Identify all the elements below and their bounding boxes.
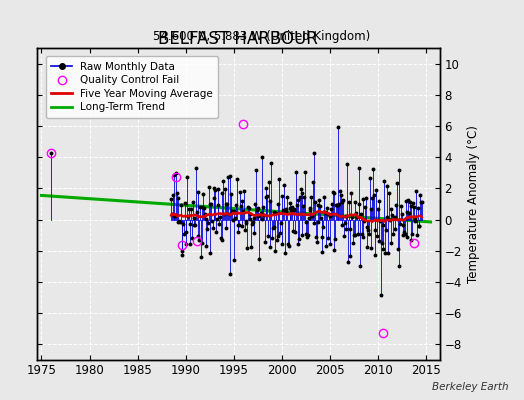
Title: BELFAST HARBOUR: BELFAST HARBOUR [158,30,319,48]
Legend: Raw Monthly Data, Quality Control Fail, Five Year Moving Average, Long-Term Tren: Raw Monthly Data, Quality Control Fail, … [46,56,219,118]
Y-axis label: Temperature Anomaly (°C): Temperature Anomaly (°C) [467,125,481,283]
Text: 54.600 N, 5.883 W (United Kingdom): 54.600 N, 5.883 W (United Kingdom) [154,30,370,43]
Text: Berkeley Earth: Berkeley Earth [432,382,508,392]
